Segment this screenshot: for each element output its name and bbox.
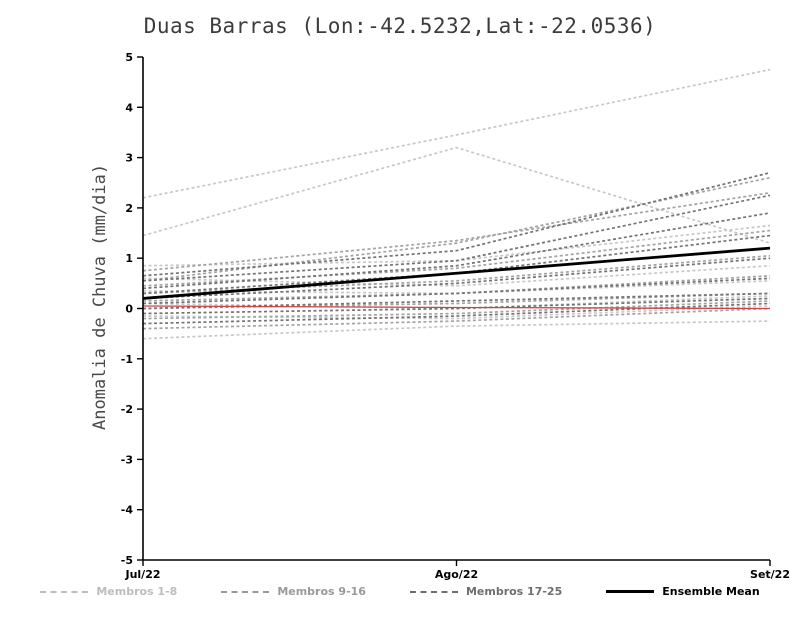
legend-label: Membros 1-8	[96, 585, 178, 598]
svg-text:2: 2	[125, 202, 133, 215]
legend-label: Ensemble Mean	[662, 585, 760, 598]
legend-item-membros-17-25: Membros 17-25	[409, 585, 563, 598]
legend-label: Membros 9-16	[277, 585, 366, 598]
svg-text:3: 3	[125, 152, 133, 165]
chart-title: Duas Barras (Lon:-42.5232,Lat:-22.0536)	[143, 14, 657, 38]
svg-text:Jul/22: Jul/22	[124, 568, 160, 581]
legend-label: Membros 17-25	[465, 585, 563, 598]
svg-text:-5: -5	[121, 554, 133, 567]
legend-item-membros-1-8: Membros 1-8	[40, 585, 177, 598]
svg-text:1: 1	[125, 252, 133, 265]
svg-text:-4: -4	[121, 504, 134, 517]
legend-item-ensemble-mean: Ensemble Mean	[606, 585, 760, 598]
dashed-line-swatch	[409, 590, 458, 593]
legend-item-membros-9-16: Membros 9-16	[221, 585, 366, 598]
chart-legend: Membros 1-8 Membros 9-16 Membros 17-25 E…	[0, 585, 800, 598]
svg-text:-1: -1	[121, 353, 133, 366]
svg-text:-3: -3	[121, 453, 133, 466]
svg-text:5: 5	[125, 51, 133, 64]
svg-text:4: 4	[125, 101, 133, 114]
svg-text:0: 0	[125, 303, 133, 316]
svg-text:-2: -2	[121, 403, 133, 416]
dashed-line-swatch	[40, 590, 89, 593]
solid-line-swatch	[606, 590, 655, 593]
svg-text:Ago/22: Ago/22	[435, 568, 478, 581]
dashed-line-swatch	[221, 590, 270, 593]
svg-text:Set/22: Set/22	[750, 568, 790, 581]
